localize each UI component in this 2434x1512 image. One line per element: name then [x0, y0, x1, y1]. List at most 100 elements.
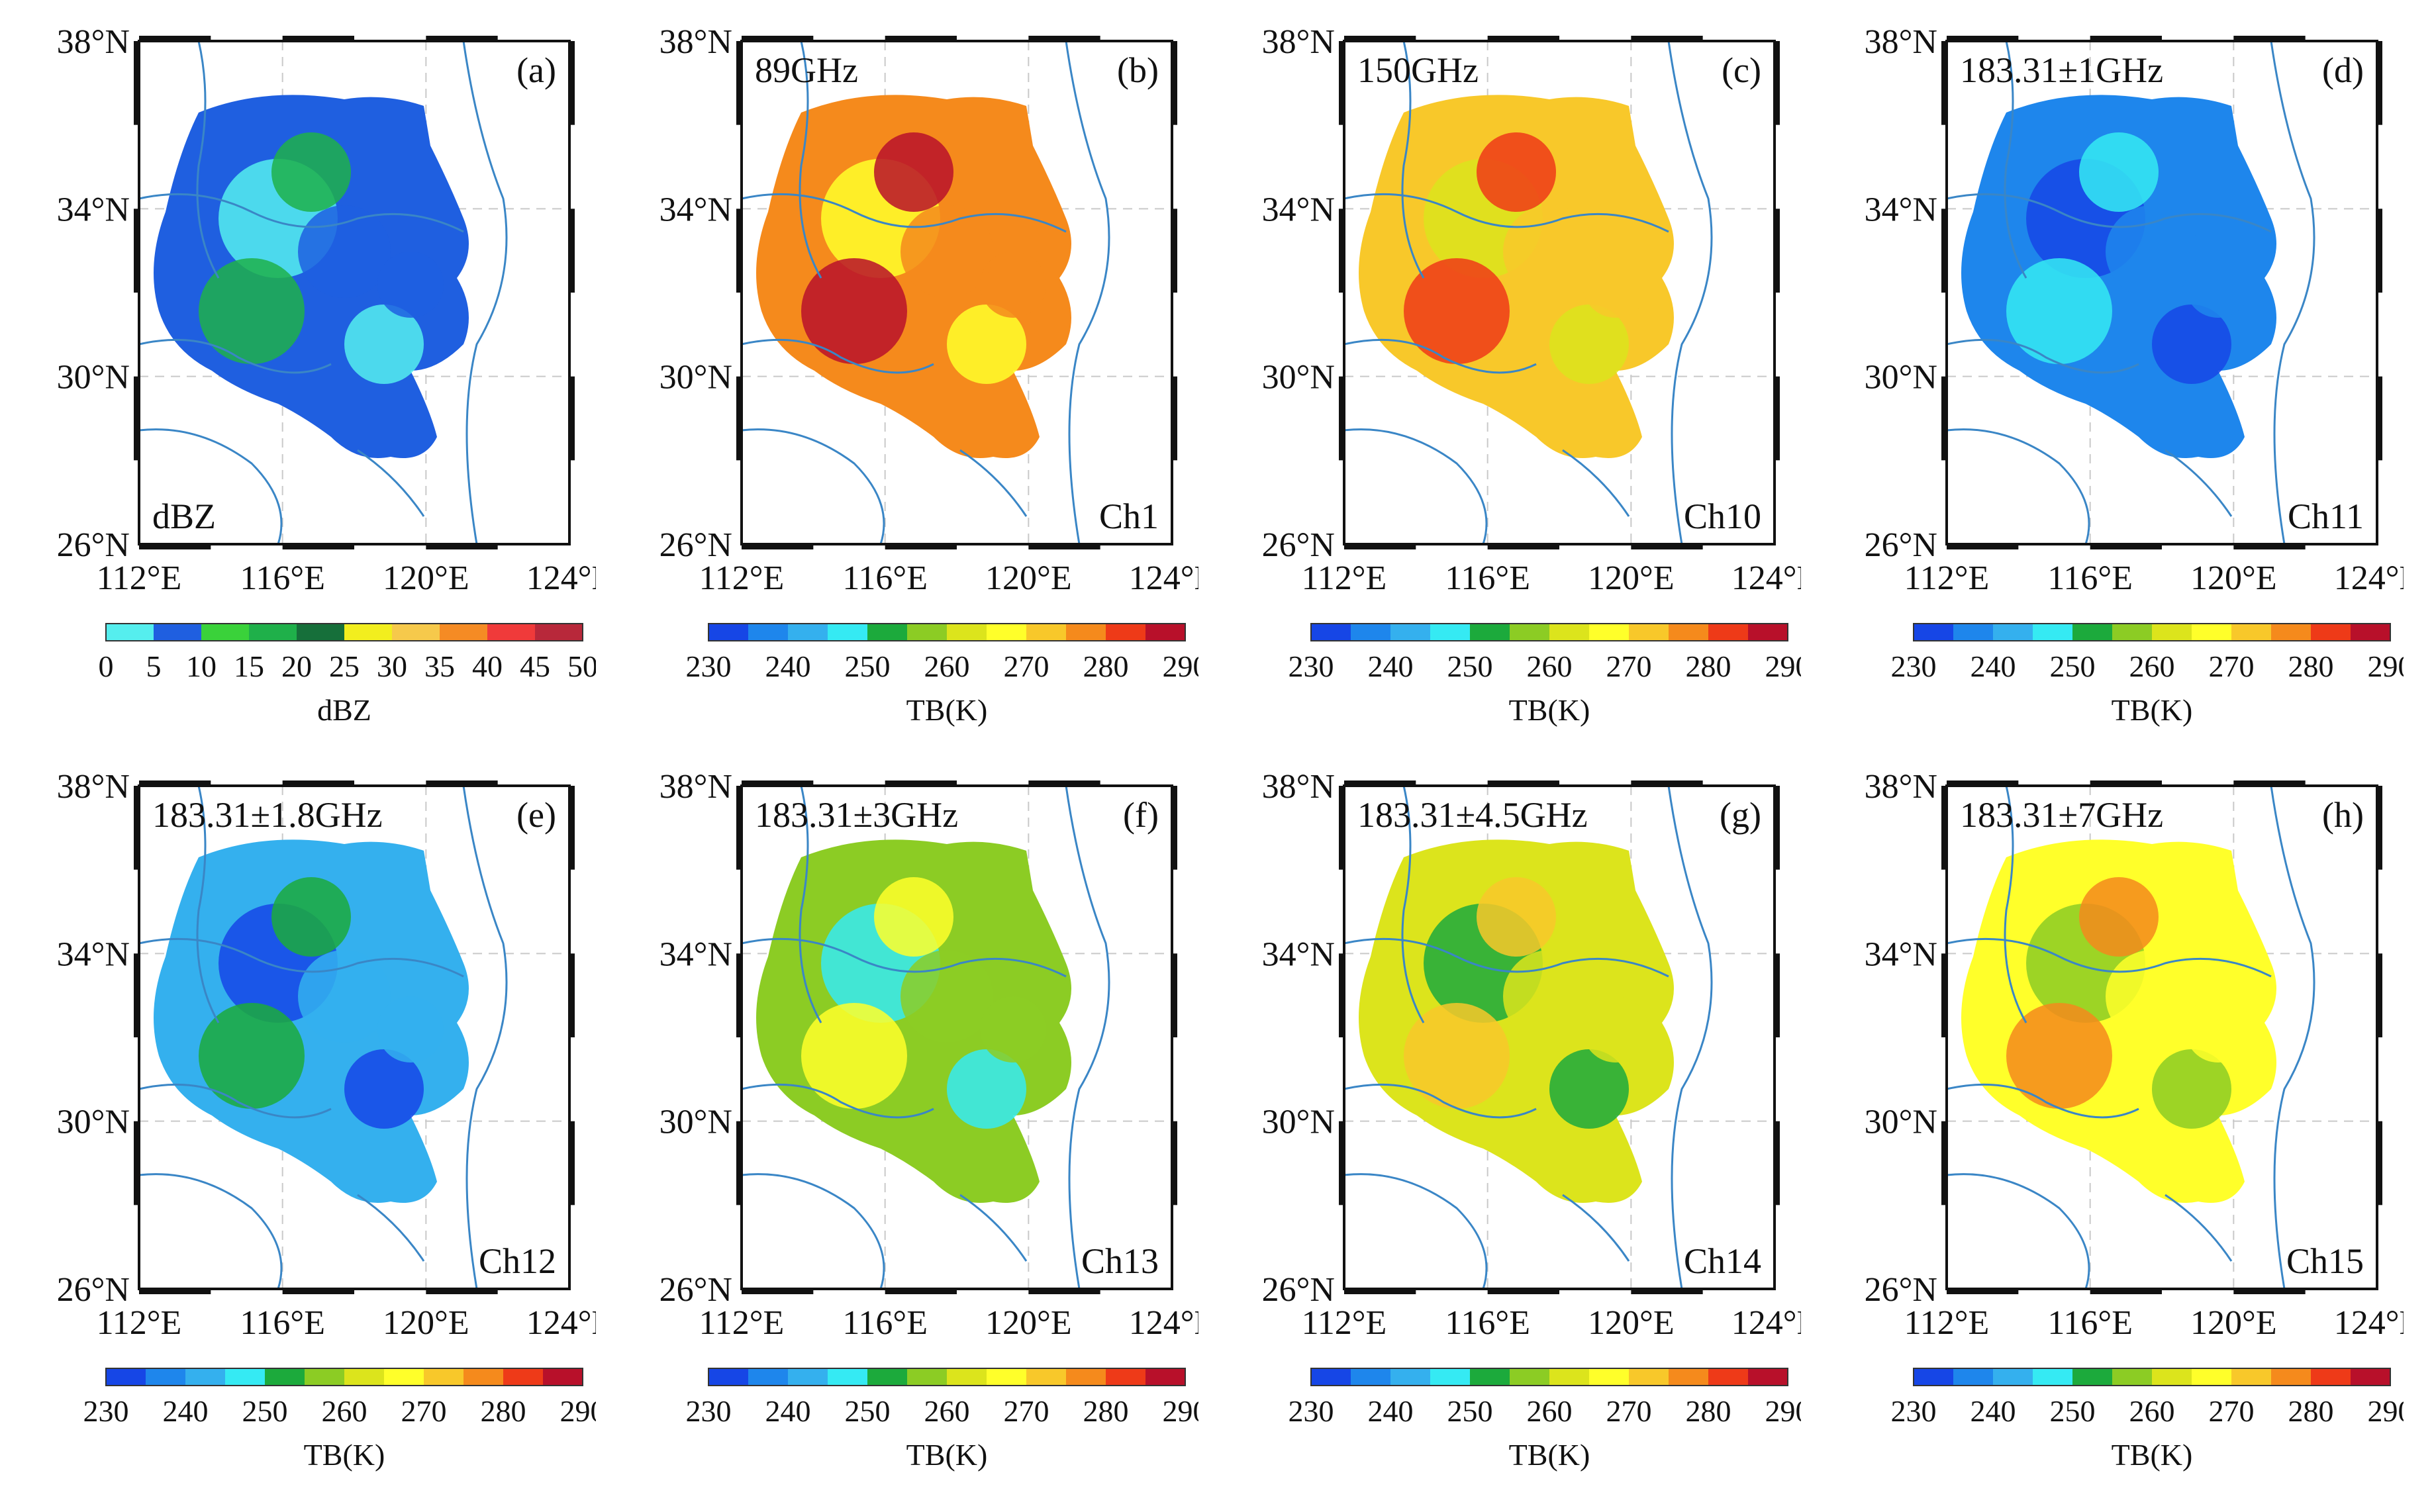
- colorbar-swatch: [1066, 624, 1106, 641]
- lat-label: 38°N: [57, 768, 130, 806]
- colorbar-swatch: [1589, 624, 1630, 641]
- field-patch: [1582, 996, 1649, 1063]
- field-patch: [344, 1049, 424, 1129]
- field-patch: [1582, 252, 1649, 318]
- field-patch: [801, 258, 907, 364]
- colorbar-tick: 20: [281, 649, 312, 683]
- lat-label: 38°N: [1865, 23, 1937, 61]
- colorbar-swatch: [788, 1368, 828, 1386]
- colorbar-swatch: [154, 624, 202, 641]
- colorbar-tick: 270: [2209, 649, 2255, 683]
- lat-label: 34°N: [1865, 191, 1937, 228]
- colorbar-swatch: [1106, 624, 1146, 641]
- field-patch: [1549, 1049, 1629, 1129]
- colorbar-swatch: [201, 624, 250, 641]
- colorbar-tick: 260: [2129, 649, 2175, 683]
- field-patch: [1503, 205, 1596, 298]
- colorbar-tick: 45: [520, 649, 550, 683]
- panel-title: 183.31±7GHz: [1960, 795, 2163, 835]
- panel-title: 89GHz: [755, 50, 858, 90]
- colorbar-swatch: [1993, 1368, 2033, 1386]
- colorbar-swatch: [2192, 1368, 2232, 1386]
- lat-label: 30°N: [57, 359, 130, 397]
- lon-label: 124°E: [2334, 1304, 2404, 1342]
- lon-label: 124°E: [1731, 559, 1801, 597]
- panel-letter: (g): [1720, 795, 1761, 835]
- field-patch: [947, 305, 1026, 384]
- colorbar-swatch: [2311, 624, 2351, 641]
- lat-label: 30°N: [1262, 359, 1335, 397]
- lon-label: 120°E: [2190, 1304, 2277, 1342]
- field-patch: [2152, 1049, 2231, 1129]
- colorbar-swatch: [1351, 1368, 1391, 1386]
- colorbar-swatch: [1145, 1368, 1186, 1386]
- colorbar-tick: 240: [163, 1394, 209, 1428]
- field-patch: [2106, 205, 2198, 298]
- colorbar-swatch: [487, 624, 536, 641]
- lat-label: 26°N: [659, 526, 732, 564]
- colorbar-tick: 50: [567, 649, 596, 683]
- panel-letter: (h): [2322, 795, 2364, 835]
- colorbar-tick: 240: [765, 1394, 811, 1428]
- lat-label: 38°N: [1262, 23, 1335, 61]
- colorbar-tick: 290: [1163, 1394, 1199, 1428]
- channel-label: Ch10: [1684, 496, 1761, 536]
- colorbar-swatch: [828, 1368, 868, 1386]
- channel-label: Ch11: [2288, 496, 2364, 536]
- colorbar-tick: 5: [146, 649, 162, 683]
- colorbar-swatch: [2311, 1368, 2351, 1386]
- channel-label: Ch15: [2286, 1241, 2364, 1281]
- field-patch: [2152, 305, 2231, 384]
- colorbar-swatch: [1351, 624, 1391, 641]
- colorbar-tick: 290: [2368, 1394, 2404, 1428]
- lat-label: 38°N: [659, 23, 732, 61]
- lat-label: 26°N: [1865, 1271, 1937, 1309]
- colorbar-swatch: [2231, 1368, 2272, 1386]
- panel-letter: (c): [1722, 50, 1761, 90]
- colorbar-swatch: [2192, 624, 2232, 641]
- colorbar-label: dBZ: [317, 693, 371, 727]
- colorbar-tick: 270: [1606, 649, 1652, 683]
- lon-label: 124°E: [526, 559, 596, 597]
- colorbar-label: TB(K): [2112, 1438, 2193, 1472]
- colorbar-tick: 250: [242, 1394, 288, 1428]
- colorbar-tick: 280: [2288, 1394, 2334, 1428]
- colorbar-swatch: [2271, 1368, 2312, 1386]
- field-patch: [980, 252, 1046, 318]
- colorbar-tick: 260: [1527, 1394, 1573, 1428]
- lon-label: 112°E: [1904, 559, 1990, 597]
- colorbar-swatch: [828, 624, 868, 641]
- colorbar-tick: 35: [424, 649, 455, 683]
- colorbar-swatch: [1066, 1368, 1106, 1386]
- colorbar-tick: 280: [1686, 1394, 1731, 1428]
- panel-letter: (b): [1117, 50, 1159, 90]
- colorbar-tick: 250: [845, 649, 891, 683]
- lon-label: 116°E: [1445, 559, 1530, 597]
- panel-title: 150GHz: [1357, 50, 1479, 90]
- colorbar-swatch: [392, 624, 440, 641]
- colorbar-swatch: [788, 624, 828, 641]
- colorbar-tick: 230: [1289, 649, 1334, 683]
- field-patch: [2006, 1003, 2112, 1109]
- field-patch: [801, 1003, 907, 1109]
- colorbar-tick: 240: [1971, 649, 2016, 683]
- colorbar-swatch: [1311, 1368, 1351, 1386]
- lat-label: 30°N: [659, 359, 732, 397]
- lon-label: 116°E: [842, 1304, 928, 1342]
- colorbar-swatch: [907, 624, 948, 641]
- colorbar-swatch: [2152, 624, 2192, 641]
- colorbar-tick: 280: [2288, 649, 2334, 683]
- field-patch: [271, 877, 351, 957]
- field-patch: [271, 132, 351, 212]
- lon-label: 112°E: [699, 1304, 785, 1342]
- colorbar-swatch: [1708, 1368, 1749, 1386]
- colorbar-tick: 290: [2368, 649, 2404, 683]
